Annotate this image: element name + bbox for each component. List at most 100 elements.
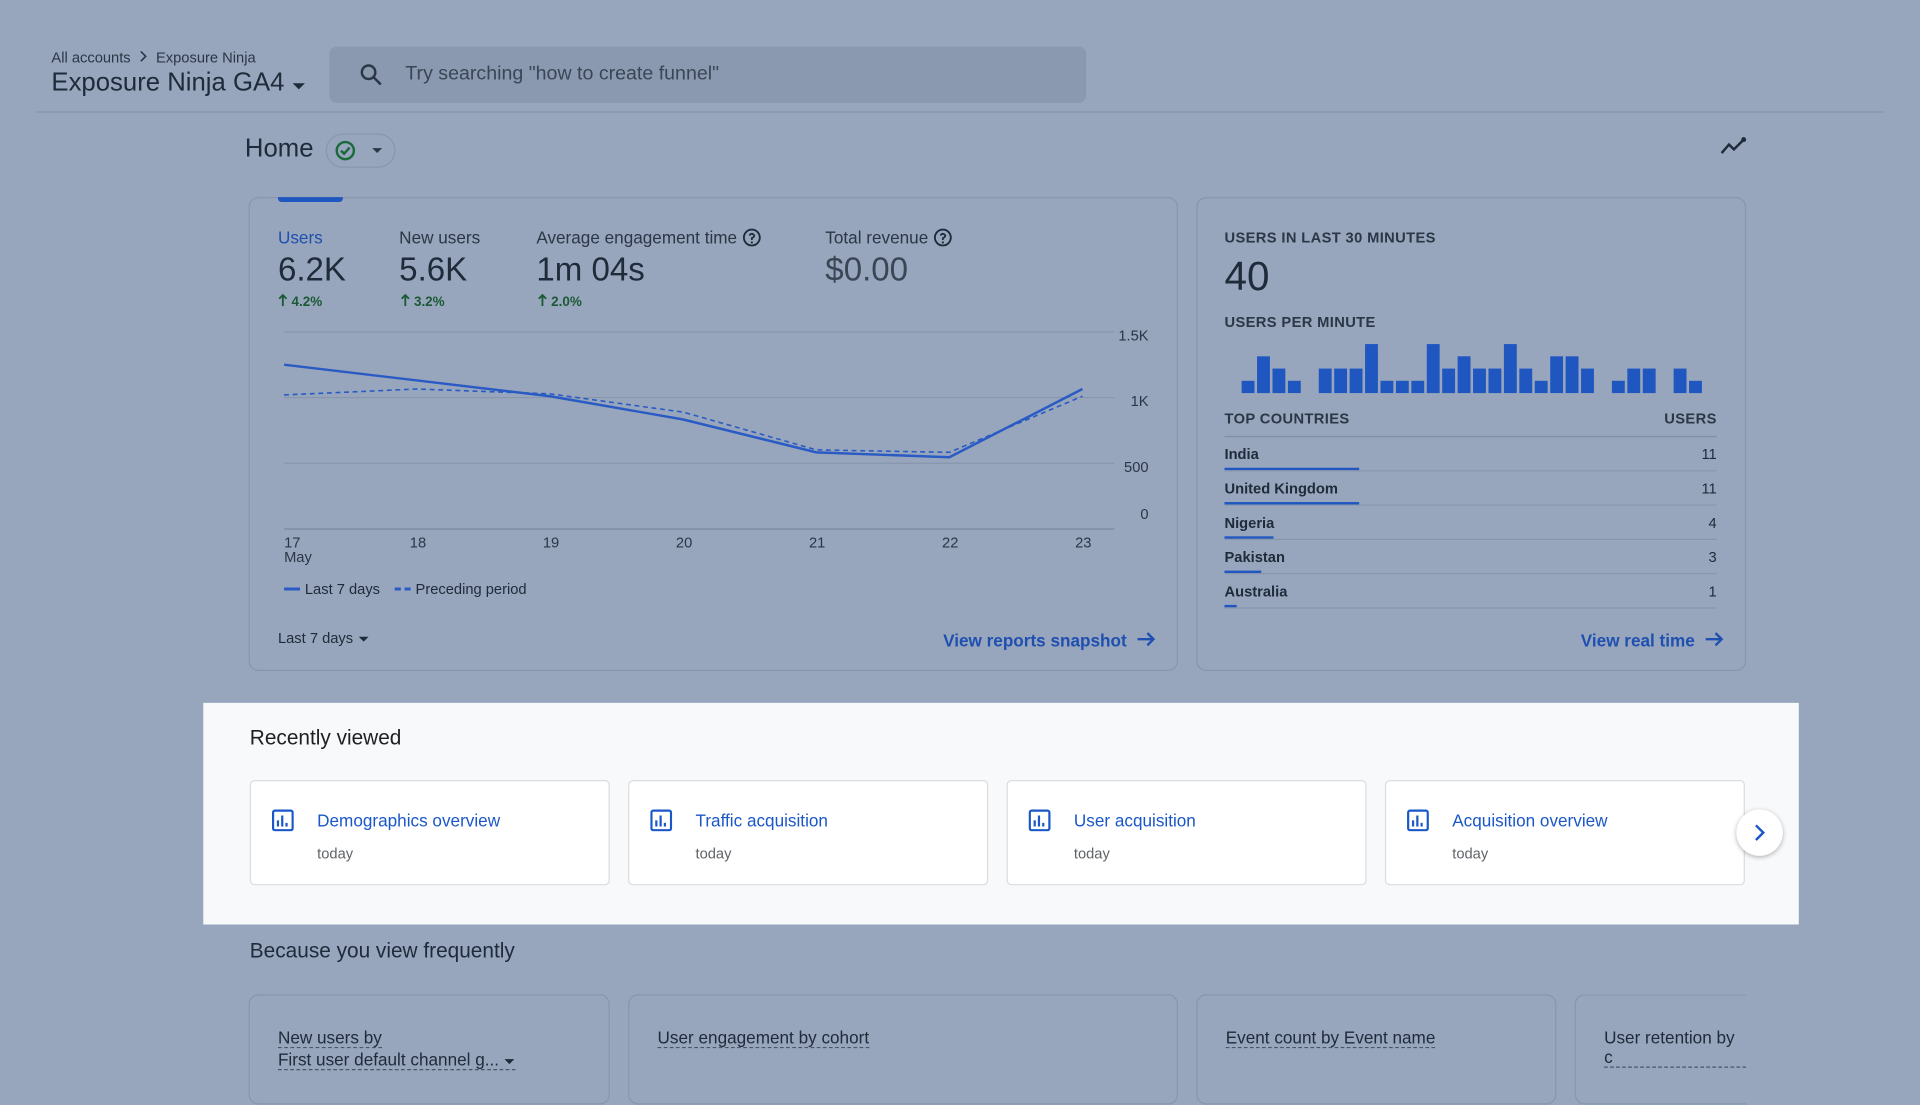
countries-header: USERS xyxy=(1664,410,1717,428)
search-icon xyxy=(360,64,382,86)
search-placeholder: Try searching "how to create funnel" xyxy=(405,63,720,85)
country-name: Pakistan xyxy=(1224,548,1285,566)
breadcrumb-link[interactable]: Exposure Ninja xyxy=(155,48,256,67)
search-box[interactable]: Try searching "how to create funnel" xyxy=(329,46,1087,103)
next-button[interactable] xyxy=(1736,809,1783,856)
series-line xyxy=(283,363,1084,459)
bar xyxy=(1395,380,1409,394)
metric-change: 3.2% xyxy=(400,293,445,310)
recent-time: today xyxy=(1073,844,1110,863)
metric-label[interactable]: Average engagement time xyxy=(536,227,762,248)
page-title: Home xyxy=(244,134,314,163)
frequent-card[interactable]: Event count by Event name xyxy=(1196,994,1557,1105)
recent-card[interactable]: Acquisition overview today xyxy=(1384,780,1745,886)
country-name: India xyxy=(1224,445,1259,463)
status-icon xyxy=(335,140,383,161)
bar xyxy=(1411,380,1425,394)
country-bar xyxy=(1224,467,1360,471)
recent-time: today xyxy=(317,844,354,863)
y-tick-label: 1K xyxy=(1131,394,1149,410)
frequent-card[interactable]: New users by First user default channel … xyxy=(248,994,610,1105)
x-month-label: May xyxy=(284,550,312,566)
metric-value: 6.2K xyxy=(277,251,346,288)
bar-chart xyxy=(1241,344,1702,394)
help-icon[interactable] xyxy=(742,228,762,248)
bar xyxy=(1318,368,1332,394)
up-arrow xyxy=(538,293,547,307)
date-range-selector[interactable]: Last 7 days xyxy=(277,629,369,647)
bar xyxy=(1488,368,1502,394)
row-divider xyxy=(1224,504,1717,506)
x-tick-label: 23 xyxy=(1075,535,1091,551)
row-divider xyxy=(1224,607,1717,609)
bar xyxy=(1565,356,1579,394)
chevron xyxy=(140,50,147,62)
country-users: 11 xyxy=(1701,480,1717,498)
recent-time: today xyxy=(695,844,732,863)
metric-change-value: 3.2% xyxy=(413,295,445,310)
country-bar xyxy=(1224,570,1262,574)
frequent-card[interactable]: User engagement by cohort xyxy=(628,994,1178,1105)
recent-title: User acquisition xyxy=(1073,810,1196,831)
report-icon xyxy=(1028,809,1051,832)
row-divider xyxy=(1224,573,1717,575)
x-tick-label: 20 xyxy=(676,535,692,551)
view-reports-link[interactable]: View reports snapshot xyxy=(943,630,1156,651)
chevron-right xyxy=(1755,824,1765,841)
breadcrumb: All accounts Exposure Ninja xyxy=(51,49,255,66)
x-tick-label: 19 xyxy=(543,535,559,551)
header-divider xyxy=(36,111,1884,113)
frequent-card[interactable]: User retention by c xyxy=(1574,994,1747,1105)
card-title: Event count by Event name xyxy=(1225,1027,1436,1049)
overview-card xyxy=(248,197,1178,672)
status-pill[interactable] xyxy=(325,133,396,168)
help-icon[interactable] xyxy=(933,228,953,248)
per-minute-title: USERS PER MINUTE xyxy=(1224,313,1376,331)
recent-title: Demographics overview xyxy=(317,810,501,831)
section-title: Recently viewed xyxy=(249,726,402,750)
recent-card[interactable]: Demographics overview today xyxy=(249,780,610,886)
recent-title: Traffic acquisition xyxy=(695,810,828,831)
metric-label[interactable]: Users xyxy=(277,227,323,248)
realtime-title: USERS IN LAST 30 MINUTES xyxy=(1224,228,1436,247)
up-arrow xyxy=(278,293,288,307)
metric-change: 2.0% xyxy=(538,293,582,310)
section-title: Because you view frequently xyxy=(249,939,515,963)
bar xyxy=(1581,368,1594,394)
caret xyxy=(292,83,306,90)
x-tick-label: 22 xyxy=(942,535,958,551)
tab-indicator xyxy=(277,197,343,203)
metric-label[interactable]: Total revenue xyxy=(825,228,953,248)
row-divider xyxy=(1224,538,1717,540)
icon-frame xyxy=(1028,809,1051,832)
bar xyxy=(1534,380,1548,394)
recent-card[interactable]: User acquisition today xyxy=(1006,780,1367,886)
realtime-value: 40 xyxy=(1224,253,1270,299)
bar xyxy=(1380,380,1394,394)
bar xyxy=(1627,368,1641,394)
card-subtitle[interactable]: First user default channel g... xyxy=(277,1049,517,1071)
card-title: User retention by c xyxy=(1604,1027,1747,1068)
date-range: Last 7 days xyxy=(277,629,354,647)
country-bar xyxy=(1224,536,1274,539)
bar xyxy=(1426,344,1440,394)
breadcrumb-link[interactable]: All accounts xyxy=(51,48,131,67)
report-icon xyxy=(650,809,673,832)
recent-title: Acquisition overview xyxy=(1452,810,1608,831)
insights-button[interactable] xyxy=(1719,135,1748,157)
bar xyxy=(1689,380,1702,394)
bar xyxy=(1642,368,1656,394)
property-selector[interactable]: Exposure Ninja GA4 xyxy=(51,69,306,98)
realtime-card xyxy=(1196,197,1747,672)
metric-label-text: Average engagement time xyxy=(536,227,738,248)
caret xyxy=(358,636,369,642)
metric-label[interactable]: New users xyxy=(399,227,481,248)
y-tick-label: 0 xyxy=(1140,507,1148,523)
view-realtime-link[interactable]: View real time xyxy=(1581,631,1724,650)
x-tick-label: 21 xyxy=(809,535,825,551)
recent-card[interactable]: Traffic acquisition today xyxy=(628,780,989,886)
bar xyxy=(1550,356,1564,394)
link-text: View reports snapshot xyxy=(943,630,1127,651)
bar xyxy=(1611,380,1625,394)
countries-header: TOP COUNTRIES xyxy=(1224,410,1350,428)
